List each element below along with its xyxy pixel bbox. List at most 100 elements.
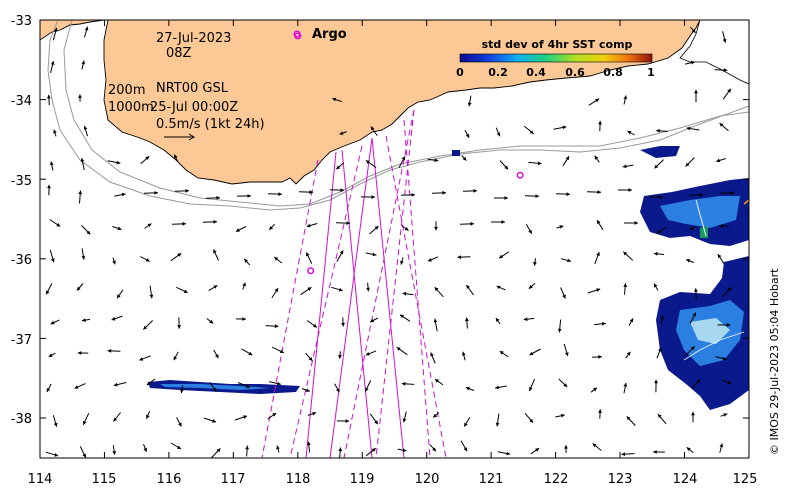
current-arrow-head <box>112 451 117 455</box>
current-arrow-head <box>84 26 89 31</box>
current-arrow-head <box>248 351 253 356</box>
current-arrow-head <box>686 447 691 452</box>
lon-tick-123: 123 <box>608 472 633 487</box>
current-arrow-head <box>339 250 344 255</box>
lat-tick-37: -37 <box>11 333 32 348</box>
current-arrow-head <box>147 223 152 228</box>
current-arrow-head <box>83 420 87 425</box>
current-vector-field <box>45 26 735 458</box>
current-arrow-head <box>117 294 121 299</box>
current-arrow-head <box>370 318 375 323</box>
current-arrow-head <box>278 192 282 196</box>
current-arrow-head <box>557 328 562 333</box>
lon-tick-124: 124 <box>673 472 698 487</box>
current-arrow-head <box>598 355 602 359</box>
current-arrow-head <box>691 29 696 33</box>
current-arrow-head <box>213 249 217 254</box>
current-arrow-head <box>660 315 665 320</box>
current-arrow-head <box>78 190 83 195</box>
current-arrow-head <box>74 385 79 389</box>
current-arrow-head <box>622 164 627 169</box>
current-arrow-head <box>723 68 728 72</box>
current-arrow-head <box>433 318 438 323</box>
current-arrow-head <box>113 417 118 422</box>
current-arrow-head <box>730 191 734 195</box>
current-arrow-head <box>86 230 91 235</box>
current-arrow-head <box>658 347 662 352</box>
current-arrow-head <box>564 352 569 357</box>
current-arrow-head <box>433 413 438 418</box>
vector-scale-label: 0.5m/s (1kt 24h) <box>156 117 265 132</box>
current-arrow-head <box>307 287 312 291</box>
current-arrow-head <box>339 131 344 135</box>
current-arrow-head <box>402 418 407 423</box>
current-arrow-head <box>653 251 658 256</box>
current-arrow-head <box>529 130 534 134</box>
current-arrow-head <box>473 189 477 193</box>
current-arrow-head <box>566 192 570 197</box>
current-arrow-head <box>623 251 628 256</box>
current-arrow-head <box>306 441 311 446</box>
current-arrow-head <box>523 317 528 322</box>
colorbar: std dev of 4hr SST comp 0 0.2 0.4 0.6 0.… <box>456 38 655 79</box>
current-arrow-head <box>690 346 695 351</box>
current-arrow-head <box>563 383 568 387</box>
current-arrow-head <box>50 320 55 325</box>
current-arrow-head <box>596 288 601 292</box>
colorbar-tick-02: 0.2 <box>488 66 508 79</box>
current-arrow-head <box>727 380 732 385</box>
model-time: 25-Jul 00:00Z <box>150 100 238 115</box>
current-arrow-head <box>653 450 657 454</box>
current-arrow-head <box>595 98 600 103</box>
current-arrow-head <box>567 258 571 263</box>
current-arrow-head <box>341 322 345 327</box>
current-arrow-head <box>499 351 504 355</box>
colorbar-tick-06: 0.6 <box>565 66 585 79</box>
current-arrow-head <box>82 453 86 458</box>
current-arrow-head <box>699 192 703 197</box>
current-arrow-head <box>146 414 150 419</box>
current-arrow-head <box>430 352 434 357</box>
current-arrow-head <box>654 283 658 288</box>
current-arrow-head <box>686 126 691 131</box>
current-arrow-head <box>465 386 470 391</box>
current-arrow-head <box>305 388 310 392</box>
lon-tick-116: 116 <box>157 472 182 487</box>
colorbar-tick-0: 0 <box>456 66 464 79</box>
current-arrow-head <box>596 252 600 256</box>
current-arrow-head <box>365 387 369 392</box>
current-arrow-head <box>371 195 375 199</box>
current-arrow-head <box>107 349 112 353</box>
current-arrow-head <box>499 254 504 259</box>
current-arrow-head <box>623 95 628 100</box>
current-arrow-head <box>306 223 311 228</box>
current-arrow-head <box>365 352 370 356</box>
current-arrow-head <box>213 285 218 289</box>
current-arrow-head <box>533 261 537 266</box>
current-arrow-head <box>723 413 728 417</box>
current-arrow-head <box>689 226 694 230</box>
current-arrow-head <box>47 94 51 99</box>
current-arrow-head <box>396 347 401 351</box>
lat-tick-34: -34 <box>11 94 32 109</box>
current-arrow-head <box>242 317 246 321</box>
current-arrow-head <box>372 252 377 257</box>
current-arrow-head <box>464 422 468 427</box>
current-arrow-head <box>183 289 188 293</box>
current-arrow-head <box>56 222 61 227</box>
current-arrow-head <box>80 158 85 162</box>
current-arrow-head <box>691 411 695 416</box>
current-arrow-head <box>560 413 565 418</box>
current-arrow-head <box>602 321 606 326</box>
current-arrow-head <box>111 316 116 321</box>
current-arrow-head <box>463 447 467 452</box>
depth-1000m: 1000m <box>108 100 154 115</box>
current-arrow-head <box>457 255 462 260</box>
current-arrow-head <box>464 317 469 322</box>
current-arrow-head <box>629 318 634 323</box>
current-arrow-head <box>345 419 350 423</box>
current-arrow-head <box>411 193 415 197</box>
current-arrow-head <box>495 318 500 322</box>
argo-float-marker <box>307 267 315 275</box>
